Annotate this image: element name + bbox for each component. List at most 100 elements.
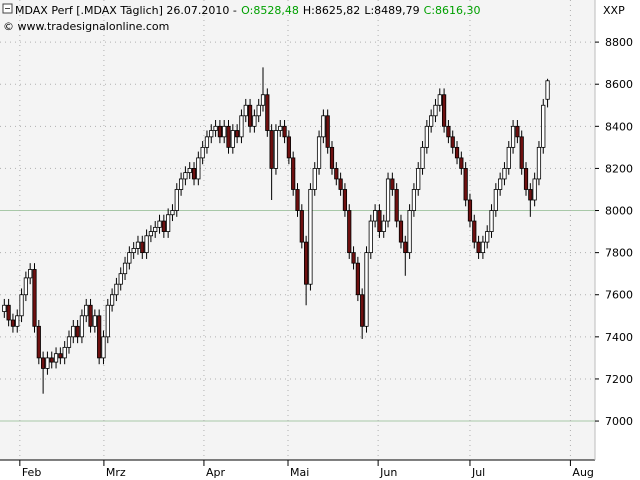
candle-body <box>394 189 399 222</box>
candle-body <box>360 294 365 327</box>
candle-body <box>273 130 279 169</box>
header-value: H:8625,82 <box>303 4 360 17</box>
candle-body <box>230 130 235 148</box>
candle-body <box>62 346 67 359</box>
source: © www.tradesignalonline.com <box>3 20 169 33</box>
candle-body <box>122 262 128 275</box>
y-tick-label: 7200 <box>605 373 633 386</box>
candle-body <box>416 168 421 190</box>
candle-body <box>446 125 451 138</box>
candle-body <box>342 189 348 211</box>
candle-body <box>36 325 41 359</box>
candle-body <box>459 157 464 169</box>
candle-body <box>53 353 59 363</box>
candle-body <box>316 136 322 169</box>
candle-body <box>84 304 89 317</box>
candle-body <box>545 80 550 100</box>
candle-body <box>88 304 93 327</box>
candle-body <box>191 168 197 180</box>
x-tick-label: Aug <box>572 466 593 479</box>
candle-body <box>541 104 546 148</box>
candle-body <box>217 125 222 138</box>
candle-body <box>325 115 330 148</box>
candle-body <box>183 172 188 180</box>
candle-body <box>256 104 261 117</box>
y-tick-label: 7800 <box>605 247 633 260</box>
candle-body <box>247 104 253 127</box>
candle-body <box>347 210 352 254</box>
x-tick-label: Jun <box>379 466 397 479</box>
y-tick-label: 7400 <box>605 331 633 344</box>
candle-body <box>437 94 442 106</box>
candle-body <box>334 168 339 180</box>
candle-body <box>536 146 542 180</box>
candle-body <box>510 125 516 148</box>
plot-area <box>0 0 595 460</box>
candle-body <box>364 252 369 327</box>
y-tick-label: 8200 <box>605 162 633 175</box>
candle-body <box>170 210 175 216</box>
candle-body <box>467 199 473 222</box>
y-tick-label: 8000 <box>605 205 633 218</box>
header: MDAX Perf [.MDAX Täglich] 26.07.2010 - O:… <box>15 4 481 17</box>
candle-body <box>187 168 192 174</box>
x-tick-label: Mrz <box>106 466 126 479</box>
candle-body <box>403 241 408 254</box>
candle-body <box>278 125 283 131</box>
candle-body <box>166 214 171 232</box>
candle-body <box>489 210 494 232</box>
candle-body <box>252 115 257 127</box>
candle-body <box>161 220 166 232</box>
candle-body <box>355 262 360 296</box>
y-tick-label: 7600 <box>605 289 633 302</box>
candle-body <box>390 178 395 190</box>
candle-body <box>75 325 80 338</box>
candle-body <box>226 125 231 148</box>
x-tick-label: Jul <box>471 466 485 479</box>
y-tick-label: 8400 <box>605 120 633 133</box>
candle-body <box>144 235 149 254</box>
candle-body <box>260 94 266 106</box>
candle-body <box>28 269 33 279</box>
y-tick-label: 8600 <box>605 78 633 91</box>
candle-body <box>204 136 210 148</box>
candle-body <box>49 357 54 363</box>
candle-body <box>15 315 20 327</box>
candle-body <box>66 336 72 348</box>
candle-body <box>10 319 16 327</box>
candle-body <box>131 248 136 254</box>
candle-body <box>114 283 119 296</box>
candle-body <box>373 210 378 222</box>
candle-body <box>92 315 97 327</box>
header-value: C:8616,30 <box>424 4 481 17</box>
candle-body <box>235 130 240 138</box>
candle-body <box>450 136 455 148</box>
candle-body <box>222 125 227 138</box>
candle-body <box>424 125 429 148</box>
candle-body <box>493 189 498 211</box>
candle-body <box>286 136 291 159</box>
candle-body <box>196 157 201 180</box>
header-value: O:8528,48 <box>241 4 299 17</box>
candle-body <box>429 115 434 127</box>
candle-body <box>407 210 412 254</box>
candle-body <box>265 94 270 131</box>
candle-body <box>23 277 28 296</box>
candle-body <box>118 273 123 285</box>
candle-body <box>127 252 132 264</box>
header-value: L:8489,79 <box>364 4 419 17</box>
candle-body <box>97 315 102 359</box>
candle-body <box>498 178 503 190</box>
candle-body <box>148 231 154 237</box>
candle-body <box>433 104 438 117</box>
x-tick-label: Apr <box>206 466 226 479</box>
candle-body <box>312 168 317 190</box>
candle-body <box>472 220 477 243</box>
x-tick-label: Mai <box>290 466 309 479</box>
candle-body <box>351 252 356 264</box>
candle-body <box>209 130 214 138</box>
header-values: O:8528,48 H:8625,82 L:8489,79 C:8616,30 <box>241 4 480 17</box>
candle-body <box>32 269 37 327</box>
